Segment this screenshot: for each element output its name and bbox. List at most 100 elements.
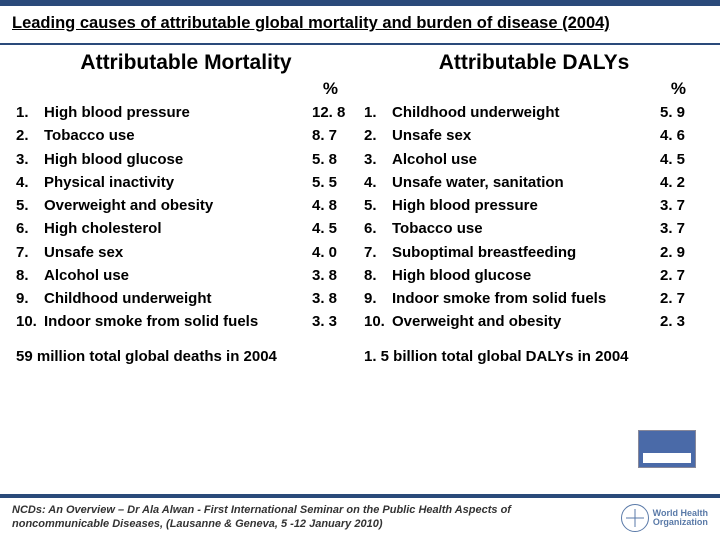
column-heading: Attributable DALYs xyxy=(364,51,704,75)
cause-label: Overweight and obesity xyxy=(44,194,312,217)
cause-label: Physical inactivity xyxy=(44,171,312,194)
title-bar: Leading causes of attributable global mo… xyxy=(0,6,720,45)
list-item: 3.Alcohol use4. 5 xyxy=(364,148,704,171)
rank: 3. xyxy=(364,148,392,171)
percent-value: 5. 5 xyxy=(312,171,356,194)
percent-value: 2. 7 xyxy=(660,287,704,310)
page-title: Leading causes of attributable global mo… xyxy=(12,14,708,33)
cause-label: Suboptimal breastfeeding xyxy=(392,241,660,264)
list-item: 9.Indoor smoke from solid fuels2. 7 xyxy=(364,287,704,310)
list-item: 4.Physical inactivity5. 5 xyxy=(16,171,356,194)
percent-value: 5. 9 xyxy=(660,101,704,124)
rank: 10. xyxy=(364,310,392,333)
list-item: 7.Unsafe sex4. 0 xyxy=(16,241,356,264)
rank: 2. xyxy=(364,124,392,147)
rank: 6. xyxy=(16,217,44,240)
list-item: 8.Alcohol use3. 8 xyxy=(16,264,356,287)
who-globe-icon xyxy=(621,504,649,532)
who-line2: Organization xyxy=(653,517,708,527)
summary-row: 59 million total global deaths in 2004 1… xyxy=(0,334,720,369)
list-item: 6.High cholesterol4. 5 xyxy=(16,217,356,240)
percent-header: % xyxy=(364,79,704,99)
footer: NCDs: An Overview – Dr Ala Alwan - First… xyxy=(0,494,720,540)
column-heading: Attributable Mortality xyxy=(16,51,356,75)
list-item: 4.Unsafe water, sanitation4. 2 xyxy=(364,171,704,194)
who-text: World Health Organization xyxy=(653,509,708,528)
list-item: 7.Suboptimal breastfeeding2. 9 xyxy=(364,241,704,264)
percent-value: 12. 8 xyxy=(312,101,356,124)
rank: 4. xyxy=(364,171,392,194)
cause-label: Overweight and obesity xyxy=(392,310,660,333)
cause-label: Unsafe sex xyxy=(392,124,660,147)
content: Attributable Mortality % 1.High blood pr… xyxy=(0,45,720,334)
cause-label: Unsafe water, sanitation xyxy=(392,171,660,194)
cause-label: Tobacco use xyxy=(44,124,312,147)
list-item: 2.Tobacco use8. 7 xyxy=(16,124,356,147)
rank: 1. xyxy=(16,101,44,124)
list-item: 8.High blood glucose2. 7 xyxy=(364,264,704,287)
percent-value: 4. 5 xyxy=(660,148,704,171)
rank: 8. xyxy=(16,264,44,287)
cause-label: Tobacco use xyxy=(392,217,660,240)
percent-value: 4. 2 xyxy=(660,171,704,194)
percent-value: 3. 3 xyxy=(312,310,356,333)
list-item: 10.Overweight and obesity2. 3 xyxy=(364,310,704,333)
cause-label: High blood glucose xyxy=(44,148,312,171)
list-item: 1.High blood pressure12. 8 xyxy=(16,101,356,124)
rank: 5. xyxy=(364,194,392,217)
rank: 9. xyxy=(16,287,44,310)
cause-label: Childhood underweight xyxy=(392,101,660,124)
column-dalys: Attributable DALYs % 1.Childhood underwe… xyxy=(360,51,708,334)
rank: 7. xyxy=(16,241,44,264)
cause-label: High blood pressure xyxy=(392,194,660,217)
cause-label: Unsafe sex xyxy=(44,241,312,264)
cause-label: High blood pressure xyxy=(44,101,312,124)
slide-badge-icon xyxy=(638,430,696,468)
percent-value: 3. 8 xyxy=(312,264,356,287)
percent-value: 3. 7 xyxy=(660,194,704,217)
dalys-list: 1.Childhood underweight5. 92.Unsafe sex4… xyxy=(364,101,704,334)
rank: 7. xyxy=(364,241,392,264)
summary-mortality: 59 million total global deaths in 2004 xyxy=(12,348,360,365)
rank: 8. xyxy=(364,264,392,287)
list-item: 1.Childhood underweight5. 9 xyxy=(364,101,704,124)
rank: 9. xyxy=(364,287,392,310)
list-item: 5.Overweight and obesity4. 8 xyxy=(16,194,356,217)
percent-value: 4. 5 xyxy=(312,217,356,240)
percent-value: 4. 8 xyxy=(312,194,356,217)
rank: 6. xyxy=(364,217,392,240)
percent-value: 2. 9 xyxy=(660,241,704,264)
column-mortality: Attributable Mortality % 1.High blood pr… xyxy=(12,51,360,334)
cause-label: Indoor smoke from solid fuels xyxy=(392,287,660,310)
cause-label: High blood glucose xyxy=(392,264,660,287)
who-logo: World Health Organization xyxy=(621,504,708,532)
rank: 4. xyxy=(16,171,44,194)
percent-value: 5. 8 xyxy=(312,148,356,171)
list-item: 9.Childhood underweight3. 8 xyxy=(16,287,356,310)
cause-label: Alcohol use xyxy=(392,148,660,171)
percent-value: 2. 3 xyxy=(660,310,704,333)
list-item: 6.Tobacco use3. 7 xyxy=(364,217,704,240)
mortality-list: 1.High blood pressure12. 82.Tobacco use8… xyxy=(16,101,356,334)
percent-value: 8. 7 xyxy=(312,124,356,147)
percent-value: 4. 6 xyxy=(660,124,704,147)
percent-value: 3. 7 xyxy=(660,217,704,240)
list-item: 2.Unsafe sex4. 6 xyxy=(364,124,704,147)
percent-header: % xyxy=(16,79,356,99)
citation-text: NCDs: An Overview – Dr Ala Alwan - First… xyxy=(12,504,572,532)
cause-label: Alcohol use xyxy=(44,264,312,287)
list-item: 3.High blood glucose5. 8 xyxy=(16,148,356,171)
percent-value: 4. 0 xyxy=(312,241,356,264)
rank: 5. xyxy=(16,194,44,217)
rank: 2. xyxy=(16,124,44,147)
list-item: 10.Indoor smoke from solid fuels3. 3 xyxy=(16,310,356,333)
summary-dalys: 1. 5 billion total global DALYs in 2004 xyxy=(360,348,708,365)
rank: 10. xyxy=(16,310,44,333)
rank: 1. xyxy=(364,101,392,124)
rank: 3. xyxy=(16,148,44,171)
cause-label: Childhood underweight xyxy=(44,287,312,310)
cause-label: Indoor smoke from solid fuels xyxy=(44,310,312,333)
cause-label: High cholesterol xyxy=(44,217,312,240)
list-item: 5.High blood pressure3. 7 xyxy=(364,194,704,217)
percent-value: 3. 8 xyxy=(312,287,356,310)
